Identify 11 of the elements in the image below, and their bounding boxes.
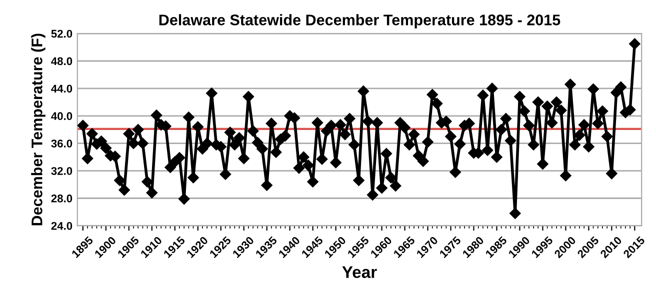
y-tick-label: 24.0 xyxy=(51,222,72,230)
x-axis-title: Year xyxy=(342,266,377,278)
y-tick-label: 40.0 xyxy=(51,112,72,120)
y-tick-label: 48.0 xyxy=(51,57,72,66)
y-axis-title: December Temperature (F) xyxy=(31,34,46,226)
chart-title: Delaware Statewide December Temperature 1895 - 2015 xyxy=(159,14,560,28)
y-tick-label: 52.0 xyxy=(51,30,72,38)
y-tick-label: 28.0 xyxy=(51,194,72,202)
y-tick-label: 36.0 xyxy=(51,140,72,148)
y-tick-label: 44.0 xyxy=(51,84,72,93)
y-tick-label: 32.0 xyxy=(51,167,72,175)
